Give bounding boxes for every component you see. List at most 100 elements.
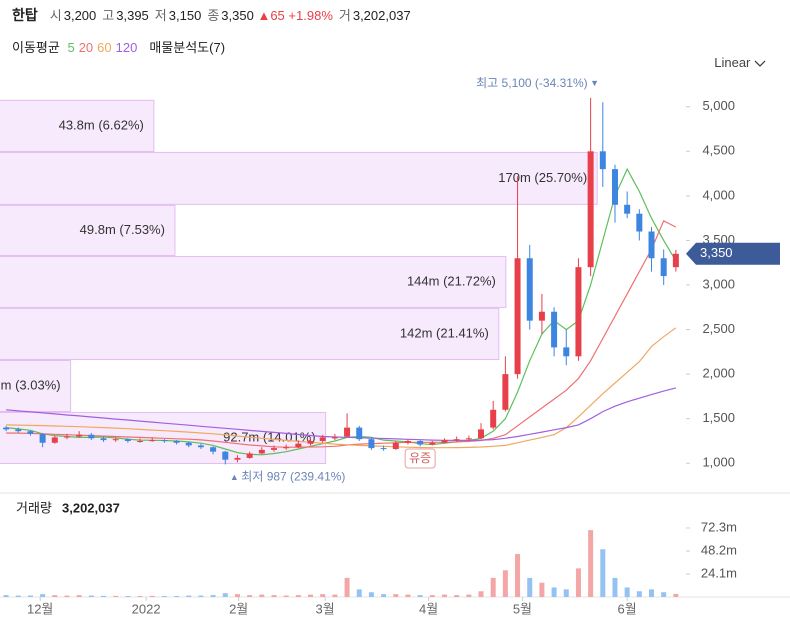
- volume-bar: [441, 594, 447, 597]
- candle-body: [502, 374, 509, 410]
- candle-body: [271, 448, 277, 450]
- candle-body: [380, 448, 387, 450]
- candle-body: [197, 445, 204, 448]
- profile-label: 92.7m (14.01%): [223, 429, 316, 444]
- volume-bar: [247, 595, 253, 597]
- volume-bar: [283, 595, 289, 597]
- quote-value: 3,202,037: [352, 8, 411, 23]
- volume-bar: [466, 594, 472, 597]
- y-tick-label: 24.1m: [701, 565, 737, 580]
- profile-bar: [0, 204, 176, 256]
- y-tick-label: 2,500: [702, 321, 735, 336]
- candle-body: [88, 434, 95, 439]
- candle-body: [63, 436, 70, 438]
- profile-bar: [0, 151, 598, 205]
- y-tick-label: 1,000: [702, 455, 735, 470]
- x-tick-label: 3월: [316, 601, 335, 616]
- volume-bar: [563, 589, 569, 597]
- candle-body: [672, 253, 679, 268]
- scale-label[interactable]: Linear: [714, 55, 751, 70]
- chevron[interactable]: [754, 60, 766, 68]
- profile-label: 170m (25.70%): [498, 170, 587, 185]
- quote-header: 한탑 시 3,200 고 3,395 저 3,150 종 3,350 ▲65 +1.98% 거 3,…: [12, 5, 411, 25]
- volume-bar: [527, 577, 533, 597]
- candle-body: [100, 438, 107, 441]
- volume-bar: [186, 595, 192, 597]
- candle-body: [344, 427, 351, 437]
- x-tick-label: 4월: [419, 601, 438, 616]
- candle-body: [417, 440, 424, 445]
- candle-body: [173, 440, 180, 443]
- candle-body: [27, 431, 34, 434]
- candle-body: [478, 429, 485, 439]
- volume-bar: [490, 577, 496, 597]
- volume-bar: [198, 595, 204, 597]
- volume-bar: [332, 594, 338, 597]
- volume-bar: [76, 595, 82, 597]
- profile-bar: [0, 99, 155, 152]
- candle-body: [587, 151, 594, 268]
- candle-body: [124, 439, 131, 441]
- volume-bar: [673, 593, 679, 597]
- profile-title[interactable]: 매물분석도(7): [149, 40, 226, 55]
- volume-bar: [661, 592, 667, 597]
- volume-bar: [417, 595, 423, 597]
- volume-bar: [27, 595, 33, 597]
- event-label: 유증: [409, 451, 431, 465]
- candle-body: [404, 440, 411, 443]
- volume-bar: [295, 595, 301, 597]
- volume-bar: [308, 594, 314, 597]
- volume-bar: [515, 554, 521, 597]
- low-label: 최저 987 (239.41%): [241, 470, 345, 484]
- candle-body: [39, 433, 46, 443]
- candle-body: [210, 447, 217, 452]
- volume-bar: [174, 596, 180, 597]
- x-tick-label: 2월: [229, 601, 248, 616]
- volume-bar: [15, 595, 21, 597]
- candle-body: [51, 437, 58, 443]
- quote-label: 고: [102, 8, 115, 23]
- candle-body: [526, 258, 533, 321]
- candle-body: [551, 311, 558, 348]
- candle-body: [563, 347, 570, 357]
- y-tick-label: 4,500: [702, 143, 735, 158]
- scale-toggle[interactable]: Linear: [714, 55, 766, 70]
- volume-bar: [539, 582, 545, 597]
- volume-bar: [259, 594, 265, 597]
- volume-bar: [344, 577, 350, 597]
- volume-bar: [600, 549, 606, 597]
- candle-body: [112, 439, 119, 441]
- candle-body: [392, 442, 399, 449]
- volume-bar: [271, 595, 277, 597]
- volume-bar: [3, 595, 9, 597]
- legend-item: 5: [67, 40, 75, 55]
- ma-line: [6, 167, 677, 456]
- y-tick-label: 1,500: [702, 410, 735, 425]
- profile-label: 43.8m (6.62%): [59, 117, 144, 132]
- x-tick-label: 12월: [27, 601, 53, 616]
- candle-body: [429, 442, 436, 445]
- high-label: 최고 5,100 (-34.31%): [476, 76, 587, 90]
- candle-body: [137, 440, 144, 442]
- volume-bar: [149, 595, 155, 597]
- profile-bar: [0, 412, 327, 464]
- y-tick-label: 4,000: [702, 187, 735, 202]
- y-tick-label: 48.2m: [701, 542, 737, 557]
- volume-bar: [429, 595, 435, 597]
- quote-label: 거: [338, 8, 351, 23]
- candle-body: [15, 429, 22, 432]
- candle-body: [76, 434, 83, 437]
- candle-body: [441, 440, 448, 443]
- volume-bar: [405, 594, 411, 597]
- candle-body: [3, 427, 10, 430]
- candle-body: [624, 204, 631, 214]
- quote-value: 3,200: [63, 8, 97, 23]
- candle-body: [453, 439, 460, 441]
- volume-bar: [234, 594, 240, 597]
- volume-bar: [52, 595, 58, 597]
- candle-body: [368, 439, 375, 449]
- profile-label: 49.8m (7.53%): [80, 222, 165, 237]
- legend-item: 60: [97, 40, 112, 55]
- volume-bar: [478, 591, 484, 597]
- stock-name: 한탑: [12, 7, 38, 23]
